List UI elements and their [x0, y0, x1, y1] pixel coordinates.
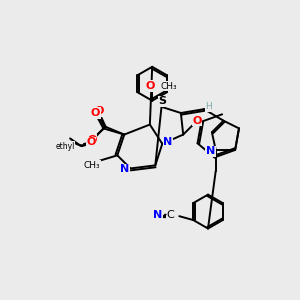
Text: S: S	[158, 96, 166, 106]
Text: O: O	[193, 116, 202, 126]
Text: N: N	[163, 137, 172, 147]
Text: N: N	[206, 146, 215, 157]
Text: ethyl: ethyl	[55, 142, 75, 151]
Text: O: O	[146, 81, 155, 91]
Text: CH₃: CH₃	[161, 82, 177, 91]
Text: O: O	[86, 137, 96, 147]
Text: N: N	[153, 210, 162, 220]
Text: O: O	[87, 135, 96, 145]
Text: H: H	[206, 102, 212, 111]
Text: O: O	[91, 108, 100, 118]
Text: CH₃: CH₃	[83, 161, 100, 170]
Text: O: O	[95, 106, 104, 116]
Text: C: C	[166, 210, 174, 220]
Text: N: N	[121, 164, 130, 174]
